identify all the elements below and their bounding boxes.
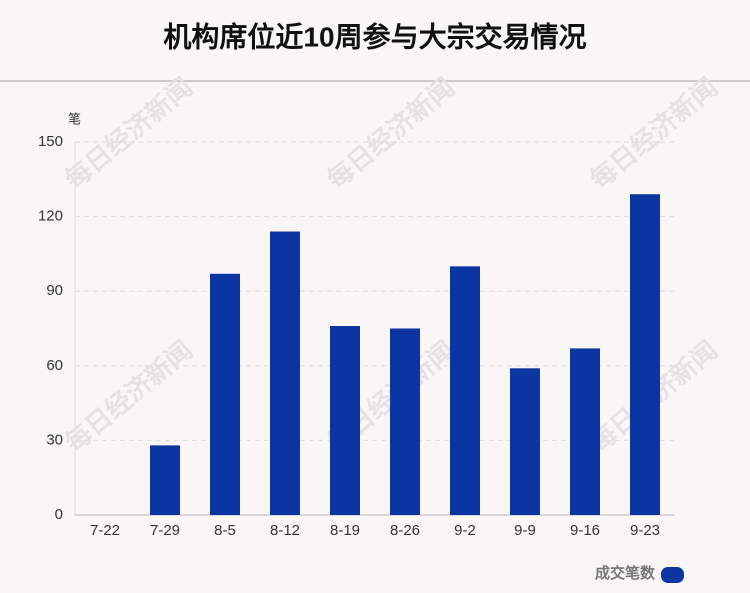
y-unit: 笔 [68, 111, 81, 126]
legend-label: 成交笔数 [595, 564, 656, 582]
x-tick-label: 7-22 [90, 522, 120, 539]
y-tick-label: 60 [46, 357, 63, 374]
bar [270, 231, 300, 515]
x-tick-label: 9-23 [630, 522, 660, 539]
bar [630, 194, 660, 515]
x-tick-label: 8-12 [270, 522, 300, 539]
x-tick-label: 9-9 [514, 522, 536, 539]
y-tick-label: 30 [46, 431, 63, 448]
x-tick-label: 8-19 [330, 522, 360, 539]
y-tick-label: 120 [38, 208, 63, 225]
x-tick-label: 9-2 [454, 522, 476, 539]
bar [150, 445, 180, 515]
y-tick-label: 0 [55, 506, 63, 523]
bar [330, 326, 360, 515]
bar [570, 348, 600, 515]
legend-swatch [661, 567, 684, 583]
bar [390, 328, 420, 515]
x-tick-label: 9-16 [570, 522, 600, 539]
bar [210, 273, 240, 515]
y-tick-label: 90 [46, 282, 63, 299]
chart-title: 机构席位近10周参与大宗交易情况 [163, 20, 586, 52]
x-tick-label: 7-29 [150, 522, 180, 539]
x-tick-label: 8-5 [214, 522, 236, 539]
x-tick-label: 8-26 [390, 522, 420, 539]
y-tick-label: 150 [38, 133, 63, 150]
bar [510, 368, 540, 515]
bar [450, 266, 480, 515]
